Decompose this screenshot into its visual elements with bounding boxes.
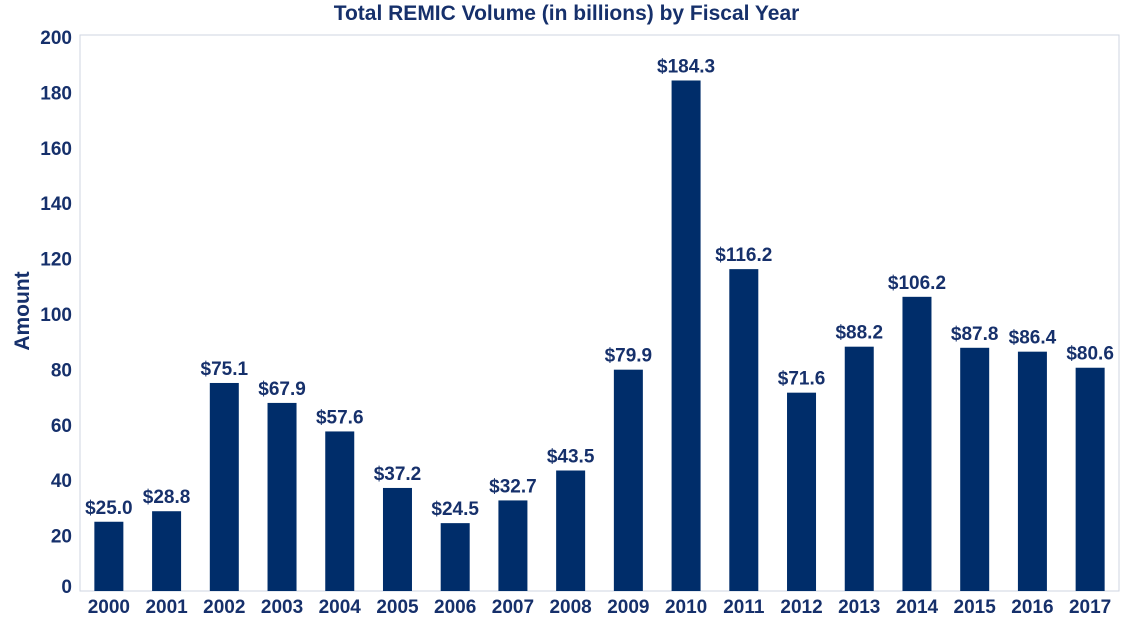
- data-label-2015: $87.8: [951, 324, 999, 345]
- bar-2013: [844, 346, 874, 591]
- data-label-2008: $43.5: [547, 447, 595, 468]
- data-label-2013: $88.2: [835, 323, 883, 344]
- x-tick-label-2008: 2008: [549, 597, 591, 618]
- bar-2014: [902, 296, 932, 591]
- data-label-2006: $24.5: [431, 499, 479, 520]
- bar-2003: [267, 402, 297, 591]
- data-label-2012: $71.6: [778, 369, 826, 390]
- data-labels-group: $25.0 $28.8 $75.1 $67.9 $57.6 $37.2 $24.5 $32.7…: [85, 56, 1114, 520]
- bar-2010: [671, 80, 701, 591]
- x-tick-label-2002: 2002: [203, 597, 245, 618]
- bar-2008: [556, 470, 586, 591]
- y-axis: 0 20 40 60 80 100 120 140 160 180 200: [40, 28, 72, 598]
- plot-frame: [79, 34, 1120, 592]
- data-label-2007: $32.7: [489, 476, 537, 497]
- data-label-2017: $80.6: [1066, 344, 1114, 365]
- data-label-2010: $184.3: [657, 56, 715, 77]
- bar-2001: [152, 511, 182, 591]
- y-axis-title: Amount: [11, 271, 34, 350]
- data-label-2002: $75.1: [201, 359, 249, 380]
- y-tick-label: 180: [40, 83, 72, 104]
- y-tick-label: 140: [40, 194, 72, 215]
- x-tick-label-2014: 2014: [896, 597, 939, 618]
- data-label-2016: $86.4: [1009, 328, 1057, 349]
- x-tick-label-2003: 2003: [261, 597, 303, 618]
- x-tick-label-2009: 2009: [607, 597, 649, 618]
- x-tick-label-2000: 2000: [88, 597, 130, 618]
- bar-2006: [440, 523, 470, 591]
- y-tick-label: 80: [51, 360, 72, 381]
- x-tick-label-2010: 2010: [665, 597, 707, 618]
- y-tick-label: 40: [51, 471, 72, 492]
- bar-2017: [1075, 367, 1105, 591]
- bar-2009: [613, 369, 643, 591]
- bar-2012: [787, 392, 817, 591]
- y-tick-label: 20: [51, 527, 72, 548]
- data-label-2004: $57.6: [316, 407, 364, 428]
- chart-title: Total REMIC Volume (in billions) by Fisc…: [333, 2, 800, 25]
- x-tick-label-2012: 2012: [780, 597, 822, 618]
- y-tick-label: 100: [40, 305, 72, 326]
- x-tick-label-2015: 2015: [954, 597, 997, 618]
- y-tick-label: 160: [40, 139, 72, 160]
- data-label-2014: $106.2: [888, 273, 946, 294]
- data-label-2011: $116.2: [715, 245, 772, 266]
- bars-group: [94, 80, 1105, 591]
- data-label-2005: $37.2: [374, 464, 422, 485]
- x-tick-label-2005: 2005: [376, 597, 419, 618]
- y-tick-label: 120: [40, 250, 72, 271]
- bar-2016: [1017, 351, 1047, 591]
- data-label-2003: $67.9: [258, 379, 306, 400]
- y-tick-label: 60: [51, 416, 72, 437]
- x-tick-label-2017: 2017: [1069, 597, 1111, 618]
- bar-2007: [498, 500, 528, 591]
- data-label-2001: $28.8: [143, 487, 191, 508]
- x-tick-label-2001: 2001: [145, 597, 188, 618]
- data-label-2000: $25.0: [85, 498, 133, 519]
- x-tick-label-2016: 2016: [1011, 597, 1053, 618]
- x-tick-label-2006: 2006: [434, 597, 476, 618]
- x-tick-label-2013: 2013: [838, 597, 880, 618]
- bar-2005: [382, 487, 412, 591]
- y-tick-label: 0: [61, 577, 72, 598]
- x-tick-label-2004: 2004: [319, 597, 362, 618]
- y-tick-label: 200: [40, 28, 72, 49]
- data-label-2009: $79.9: [605, 346, 653, 367]
- x-axis: 2000 2001 2002 2003 2004 2005 2006 2007 2008 2009…: [88, 597, 1112, 618]
- x-tick-label-2007: 2007: [492, 597, 534, 618]
- bar-2004: [325, 431, 355, 591]
- bar-2002: [209, 382, 239, 591]
- bar-2015: [960, 347, 990, 591]
- bar-2011: [729, 269, 759, 591]
- bar-2000: [94, 521, 124, 591]
- x-tick-label-2011: 2011: [723, 597, 765, 618]
